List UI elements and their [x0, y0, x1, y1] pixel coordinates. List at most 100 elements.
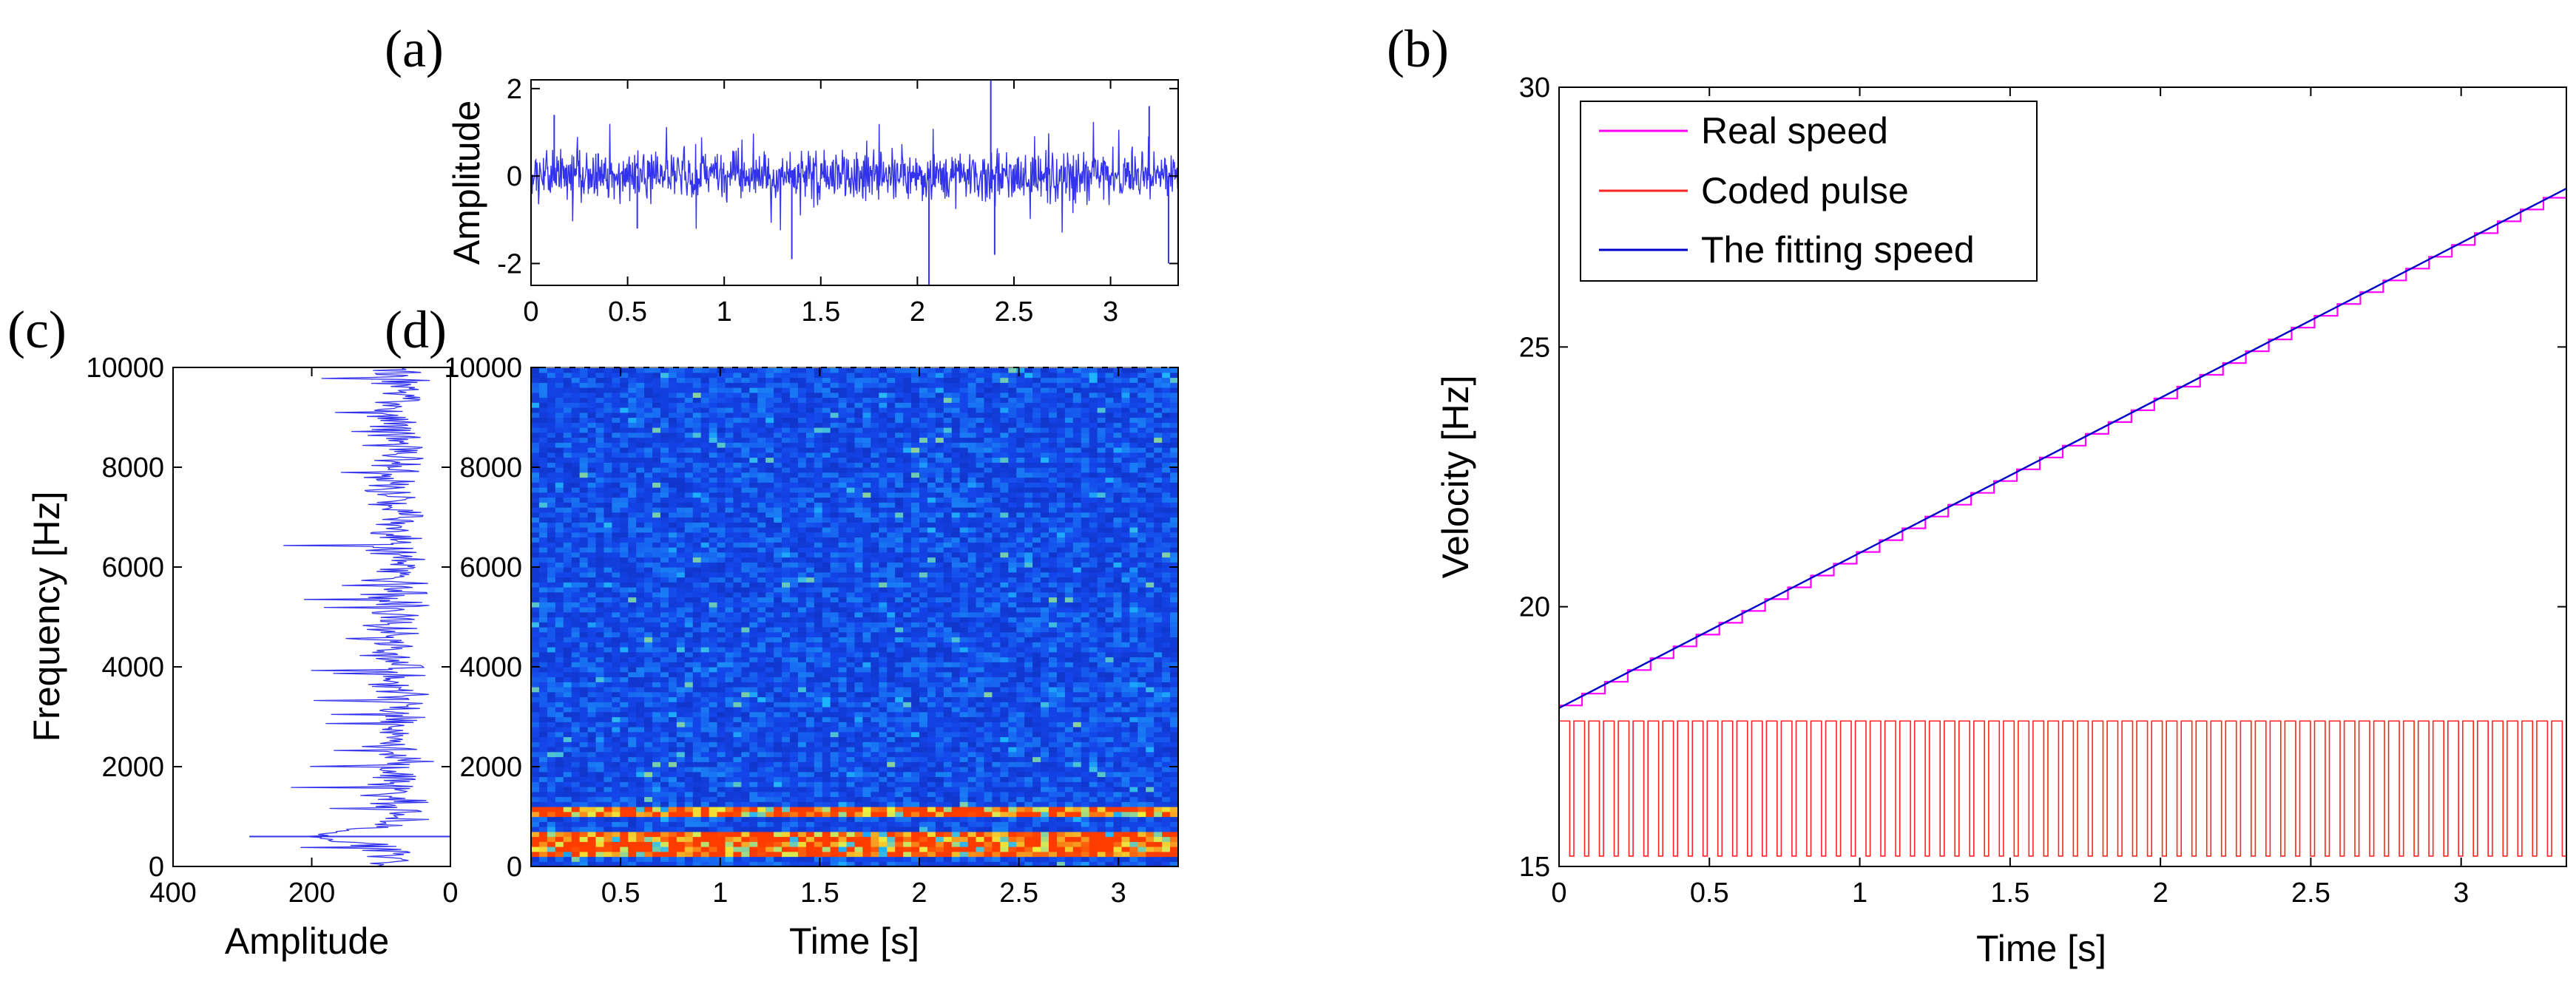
- spectrogram-cell: [684, 676, 694, 682]
- spectrogram-cell: [1000, 707, 1009, 713]
- spectrogram-cell: [1170, 827, 1179, 832]
- spectrogram-cell: [862, 611, 871, 618]
- spectrogram-cell: [1089, 827, 1098, 832]
- spectrogram-cell: [879, 736, 888, 742]
- spectrogram-cell: [725, 727, 734, 733]
- spectrogram-cell: [951, 707, 961, 713]
- spectrogram-cell: [725, 731, 734, 738]
- spectrogram-cell: [1137, 602, 1146, 608]
- spectrogram-cell: [992, 637, 1001, 642]
- spectrogram-cell: [1008, 711, 1017, 718]
- spectrogram-cell: [919, 631, 928, 638]
- spectrogram-cell: [1137, 591, 1146, 598]
- spectrogram-cell: [1089, 761, 1098, 767]
- spectrogram-cell: [1097, 682, 1106, 688]
- spectrogram-cell: [612, 821, 621, 827]
- spectrogram-cell: [1081, 687, 1090, 693]
- spectrogram-cell: [814, 846, 823, 852]
- spectrogram-cell: [992, 722, 1001, 727]
- spectrogram-cell: [992, 846, 1001, 852]
- spectrogram-cell: [700, 651, 710, 658]
- spectrogram-cell: [927, 622, 936, 628]
- spectrogram-cell: [636, 582, 645, 588]
- spectrogram-cell: [563, 821, 572, 827]
- spectrogram-cell: [1154, 856, 1163, 862]
- spectrogram-cell: [563, 796, 572, 802]
- spectrogram-cell: [805, 647, 815, 653]
- spectrogram-cell: [636, 811, 645, 818]
- spectrogram-cell: [1129, 591, 1138, 598]
- spectrogram-cell: [911, 742, 920, 747]
- spectrogram-cell: [709, 827, 718, 832]
- spectrogram-cell: [1016, 667, 1025, 673]
- spectrogram-cell: [846, 642, 856, 648]
- spectrogram-cell: [846, 727, 856, 733]
- spectrogram-cell: [805, 831, 815, 838]
- spectrogram-cell: [1137, 791, 1146, 798]
- spectrogram-cell: [1064, 791, 1074, 798]
- spectrogram-cell: [992, 771, 1001, 778]
- spectrogram-cell: [959, 647, 969, 653]
- spectrogram-cell: [604, 611, 612, 618]
- spectrogram-cell: [774, 776, 782, 782]
- spectrogram-cell: [741, 767, 750, 773]
- spectrogram-cell: [943, 622, 953, 628]
- spectrogram-cell: [660, 731, 669, 738]
- spectrogram-cell: [749, 781, 758, 787]
- spectrogram-cell: [1016, 642, 1025, 648]
- spectrogram-cell: [830, 637, 839, 642]
- spectrogram-cell: [547, 856, 556, 862]
- spectrogram-cell: [709, 597, 718, 603]
- spectrogram-cell: [1000, 736, 1009, 742]
- spectrogram-cell: [927, 771, 936, 778]
- spectrogram-cell: [571, 582, 581, 588]
- spectrogram-cell: [984, 671, 993, 678]
- spectrogram-cell: [1097, 781, 1106, 787]
- spectrogram-cell: [1081, 707, 1090, 713]
- spectrogram-cell: [935, 671, 944, 678]
- spectrogram-cell: [805, 582, 815, 588]
- spectrogram-cell: [563, 727, 572, 733]
- spectrogram-cell: [790, 577, 799, 583]
- spectrogram-cell: [765, 781, 774, 787]
- spectrogram-cell: [717, 637, 726, 642]
- spectrogram-cell: [668, 567, 677, 573]
- spectrogram-cell: [1154, 751, 1163, 758]
- spectrogram-cell: [555, 767, 564, 773]
- spectrogram-cell: [862, 667, 871, 673]
- spectrogram-cell: [612, 856, 621, 862]
- spectrogram-cell: [612, 631, 621, 638]
- spectrogram-cell: [660, 796, 669, 802]
- spectrogram-cell: [538, 597, 548, 603]
- spectrogram-cell: [1129, 696, 1138, 702]
- spectrogram-cell: [595, 582, 605, 588]
- spectrogram-cell: [563, 811, 572, 818]
- spectrogram-cell: [927, 602, 936, 608]
- spectrogram-cell: [1016, 831, 1025, 838]
- spectrogram-cell: [862, 801, 871, 807]
- spectrogram-cell: [879, 607, 888, 613]
- spectrogram-cell: [1105, 567, 1115, 573]
- spectrogram-cell: [717, 751, 726, 758]
- spectrogram-cell: [547, 861, 556, 867]
- spectrogram-cell: [757, 702, 766, 708]
- spectrogram-cell: [822, 667, 831, 673]
- spectrogram-cell: [692, 671, 702, 678]
- spectrogram-cell: [1008, 801, 1017, 807]
- spectrogram-cell: [1049, 597, 1058, 603]
- spectrogram-cell: [749, 836, 758, 842]
- spectrogram-cell: [1113, 656, 1123, 662]
- spectrogram-cell: [620, 831, 629, 838]
- spectrogram-cell: [774, 557, 782, 563]
- spectrogram-cell: [854, 637, 864, 642]
- spectrogram-cell: [814, 682, 823, 688]
- spectrogram-cell: [765, 731, 774, 738]
- spectrogram-cell: [749, 816, 758, 822]
- spectrogram-cell: [1008, 787, 1017, 793]
- spectrogram-cell: [757, 591, 766, 598]
- spectrogram-cell: [1121, 617, 1130, 622]
- spectrogram-cell: [757, 637, 766, 642]
- spectrogram-cell: [1129, 742, 1138, 747]
- spectrogram-cell: [967, 747, 977, 753]
- spectrogram-cell: [1121, 671, 1130, 678]
